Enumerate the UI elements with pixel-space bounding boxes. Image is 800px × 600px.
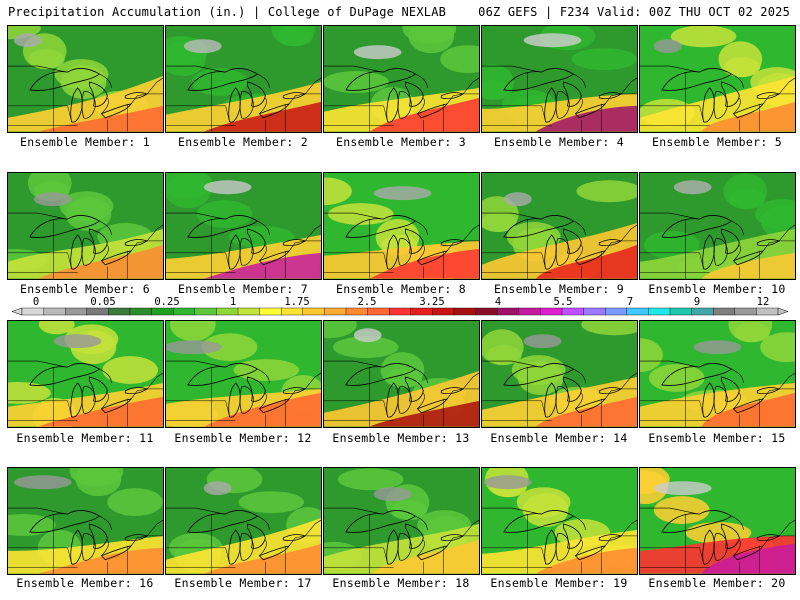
ensemble-member-map — [481, 467, 638, 575]
ensemble-member-label: Ensemble Member: 20 — [648, 576, 786, 590]
colorbar-swatch — [43, 307, 66, 316]
ensemble-member-map — [165, 25, 322, 133]
colorbar-swatch — [713, 307, 736, 316]
ensemble-member-map — [481, 25, 638, 133]
ensemble-member-map — [639, 320, 796, 428]
colorbar-tick-label: 2.5 — [357, 296, 377, 308]
ensemble-member-label: Ensemble Member: 11 — [16, 431, 154, 445]
colorbar-swatch — [151, 307, 174, 316]
ensemble-member-map — [323, 467, 480, 575]
ensemble-member-map — [7, 467, 164, 575]
colorbar-swatch — [194, 307, 218, 316]
ensemble-member-map — [165, 172, 322, 280]
ensemble-member-label: Ensemble Member: 1 — [19, 135, 151, 149]
colorbar-swatch — [756, 307, 779, 316]
colorbar-swatch — [669, 307, 693, 316]
ensemble-member-label: Ensemble Member: 15 — [648, 431, 786, 445]
colorbar-swatch — [367, 307, 390, 316]
colorbar-swatch — [540, 307, 563, 316]
colorbar-swatch — [302, 307, 326, 316]
colorbar-swatch — [453, 307, 477, 316]
colorbar-swatch — [605, 307, 628, 316]
colorbar-swatch — [734, 307, 758, 316]
colorbar-swatch — [129, 307, 153, 316]
ensemble-member-map — [639, 172, 796, 280]
ensemble-member-map — [323, 172, 480, 280]
ensemble-member-map — [481, 172, 638, 280]
colorbar-swatch — [64, 307, 88, 316]
ensemble-member-map — [481, 320, 638, 428]
ensemble-member-label: Ensemble Member: 5 — [651, 135, 783, 149]
ensemble-member-label: Ensemble Member: 13 — [332, 431, 470, 445]
colorbar-tick-label: 0 — [32, 296, 40, 308]
ensemble-member-label: Ensemble Member: 18 — [332, 576, 470, 590]
colorbar-swatch — [108, 307, 131, 316]
ensemble-member-map — [323, 320, 480, 428]
ensemble-member-label: Ensemble Member: 7 — [177, 282, 309, 296]
colorbar-swatch — [583, 307, 606, 316]
colorbar — [11, 307, 789, 316]
colorbar-right-arrow — [777, 307, 789, 316]
model-run-info: 06Z GEFS | F234 Valid: 00Z THU OCT 02 20… — [478, 5, 790, 19]
colorbar-left-arrow — [11, 307, 23, 316]
ensemble-member-label: Ensemble Member: 17 — [174, 576, 312, 590]
colorbar-swatch — [410, 307, 434, 316]
colorbar-swatch — [281, 307, 304, 316]
ensemble-member-label: Ensemble Member: 4 — [493, 135, 625, 149]
colorbar-tick-label: 0.05 — [90, 296, 116, 308]
colorbar-swatch — [691, 307, 714, 316]
colorbar-swatch — [237, 307, 261, 316]
colorbar-swatch — [432, 307, 455, 316]
colorbar-swatch — [345, 307, 369, 316]
colorbar-swatch — [324, 307, 347, 316]
ensemble-member-map — [639, 25, 796, 133]
colorbar-swatch — [21, 307, 45, 316]
colorbar-swatch — [86, 307, 110, 316]
colorbar-tick-label: 5.5 — [553, 296, 573, 308]
ensemble-member-map — [639, 467, 796, 575]
ensemble-member-label: Ensemble Member: 14 — [490, 431, 628, 445]
ensemble-member-map — [7, 320, 164, 428]
ensemble-member-label: Ensemble Member: 10 — [648, 282, 786, 296]
colorbar-tick-label: 12 — [756, 296, 770, 308]
ensemble-member-map — [7, 172, 164, 280]
colorbar-tick-label: 9 — [693, 296, 701, 308]
colorbar-tick-label: 1.75 — [284, 296, 310, 308]
ensemble-member-label: Ensemble Member: 16 — [16, 576, 154, 590]
colorbar-tick-label: 3.25 — [419, 296, 445, 308]
colorbar-swatch — [216, 307, 239, 316]
ensemble-member-label: Ensemble Member: 3 — [335, 135, 467, 149]
colorbar-tick-label: 0.25 — [154, 296, 180, 308]
colorbar-swatch — [497, 307, 520, 316]
colorbar-swatch — [475, 307, 498, 316]
colorbar-swatch — [389, 307, 412, 316]
colorbar-swatch — [172, 307, 196, 316]
colorbar-swatch — [259, 307, 282, 316]
map-title: Precipitation Accumulation (in.) | Colle… — [8, 5, 447, 19]
colorbar-swatch — [561, 307, 585, 316]
ensemble-member-label: Ensemble Member: 9 — [493, 282, 625, 296]
ensemble-member-label: Ensemble Member: 8 — [335, 282, 467, 296]
colorbar-swatch — [648, 307, 671, 316]
colorbar-swatch — [626, 307, 650, 316]
colorbar-tick-label: 7 — [626, 296, 634, 308]
colorbar-tick-label: 4 — [494, 296, 502, 308]
ensemble-member-map — [165, 320, 322, 428]
ensemble-member-map — [7, 25, 164, 133]
ensemble-member-label: Ensemble Member: 19 — [490, 576, 628, 590]
colorbar-swatch — [518, 307, 542, 316]
ensemble-member-map — [165, 467, 322, 575]
ensemble-member-map — [323, 25, 480, 133]
ensemble-member-label: Ensemble Member: 12 — [174, 431, 312, 445]
ensemble-member-label: Ensemble Member: 2 — [177, 135, 309, 149]
ensemble-member-label: Ensemble Member: 6 — [19, 282, 151, 296]
colorbar-tick-label: 1 — [229, 296, 237, 308]
